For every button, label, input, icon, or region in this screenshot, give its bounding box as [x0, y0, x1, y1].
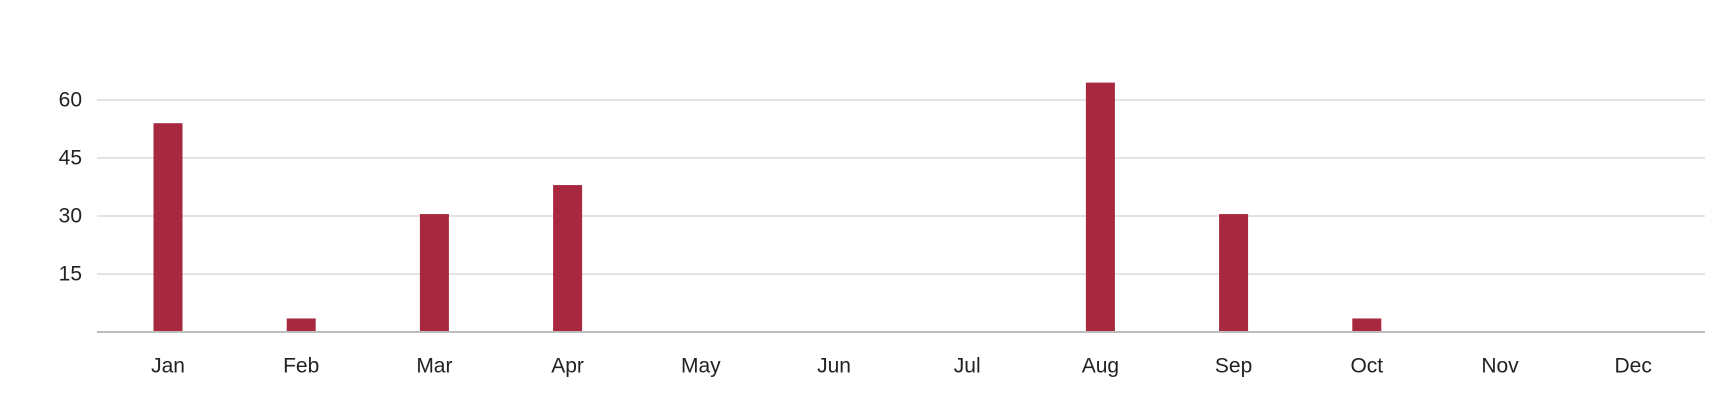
- bar-sep: [1219, 214, 1249, 332]
- y-tick-label: 30: [59, 205, 82, 228]
- bar-mar: [419, 214, 449, 332]
- x-tick-label: Aug: [1082, 355, 1119, 378]
- bar-feb: [286, 318, 316, 332]
- y-tick-label: 60: [59, 89, 82, 112]
- x-tick-label: Nov: [1481, 355, 1519, 378]
- y-tick-label: 45: [59, 147, 82, 170]
- y-tick-label: 15: [59, 263, 82, 286]
- bar-oct: [1352, 318, 1382, 332]
- y-axis: 15 30 45 60: [59, 89, 82, 286]
- bars: [153, 82, 1382, 332]
- bar-jan: [153, 123, 183, 332]
- x-tick-label: Jul: [954, 355, 981, 378]
- bar-aug: [1085, 82, 1115, 332]
- x-tick-label: Jan: [151, 355, 185, 378]
- gridlines: [97, 99, 1705, 275]
- x-tick-label: Dec: [1615, 355, 1652, 378]
- x-tick-label: Mar: [416, 355, 452, 378]
- x-tick-label: Feb: [283, 355, 319, 378]
- x-tick-label: Sep: [1215, 355, 1252, 378]
- x-tick-label: Apr: [551, 355, 584, 378]
- x-tick-label: Jun: [817, 355, 851, 378]
- bar-apr: [553, 185, 583, 332]
- x-tick-label: May: [681, 355, 721, 378]
- x-axis: Jan Feb Mar Apr May Jun Jul Aug Sep Oct Nov Dec: [151, 355, 1652, 378]
- x-tick-label: Oct: [1350, 355, 1383, 378]
